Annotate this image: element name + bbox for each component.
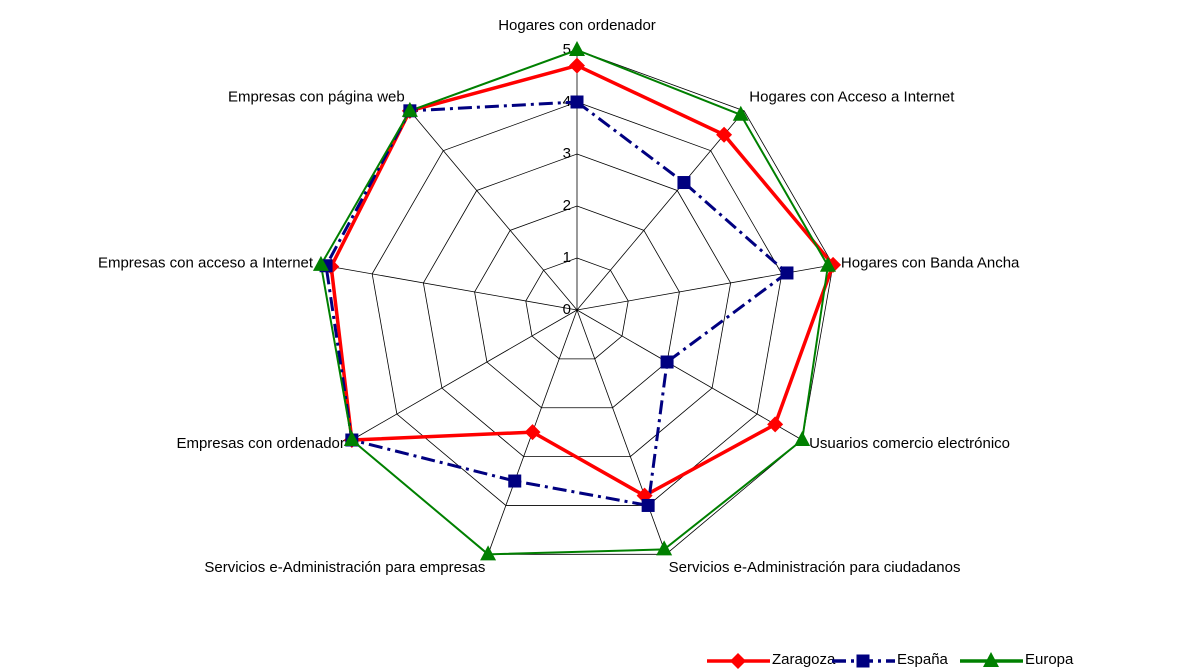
spoke bbox=[409, 110, 578, 311]
spoke bbox=[576, 264, 834, 311]
r-tick-label: 3 bbox=[563, 145, 571, 162]
series-line bbox=[329, 63, 836, 498]
spoke bbox=[320, 264, 578, 311]
marker bbox=[524, 424, 541, 441]
category-label: Servicios e-Administración para ciudadan… bbox=[669, 559, 961, 576]
category-label: Empresas con acceso a Internet bbox=[98, 254, 314, 271]
grid-ring bbox=[474, 205, 680, 409]
marker bbox=[730, 653, 746, 669]
marker bbox=[716, 126, 733, 143]
marker bbox=[570, 95, 584, 109]
series-line bbox=[319, 48, 829, 556]
category-label: Empresas con página web bbox=[228, 89, 405, 106]
marker bbox=[780, 266, 794, 280]
spoke bbox=[576, 309, 667, 555]
marker bbox=[856, 654, 870, 668]
series-line bbox=[324, 100, 790, 508]
r-tick-label: 0 bbox=[563, 301, 571, 318]
legend-label: Europa bbox=[1025, 651, 1074, 668]
spoke bbox=[576, 110, 745, 311]
marker bbox=[660, 355, 674, 369]
marker bbox=[569, 57, 585, 74]
category-label: Hogares con Banda Ancha bbox=[841, 254, 1020, 271]
marker bbox=[677, 176, 691, 190]
r-tick-label: 1 bbox=[563, 249, 571, 266]
marker bbox=[732, 105, 749, 121]
marker bbox=[508, 474, 522, 488]
category-label: Servicios e-Administración para empresas bbox=[204, 559, 485, 576]
grid-ring bbox=[525, 257, 629, 360]
marker bbox=[480, 545, 497, 561]
marker bbox=[569, 41, 585, 56]
marker bbox=[819, 256, 836, 272]
category-label: Empresas con ordenador bbox=[176, 435, 344, 452]
r-tick-label: 5 bbox=[563, 41, 571, 58]
r-tick-label: 2 bbox=[563, 197, 571, 214]
category-label: Hogares con ordenador bbox=[498, 17, 656, 34]
spoke bbox=[351, 309, 578, 441]
grid-ring bbox=[371, 101, 783, 506]
marker bbox=[767, 416, 784, 433]
marker bbox=[794, 431, 811, 446]
legend-label: España bbox=[897, 651, 949, 668]
marker bbox=[343, 431, 360, 446]
marker bbox=[656, 540, 673, 556]
category-label: Hogares con Acceso a Internet bbox=[749, 89, 955, 106]
marker bbox=[641, 498, 655, 512]
marker bbox=[983, 652, 999, 667]
spoke bbox=[576, 309, 803, 441]
marker bbox=[401, 101, 418, 117]
category-label: Usuarios comercio electrónico bbox=[809, 435, 1010, 452]
legend-label: Zaragoza bbox=[772, 651, 836, 668]
marker bbox=[312, 255, 329, 271]
